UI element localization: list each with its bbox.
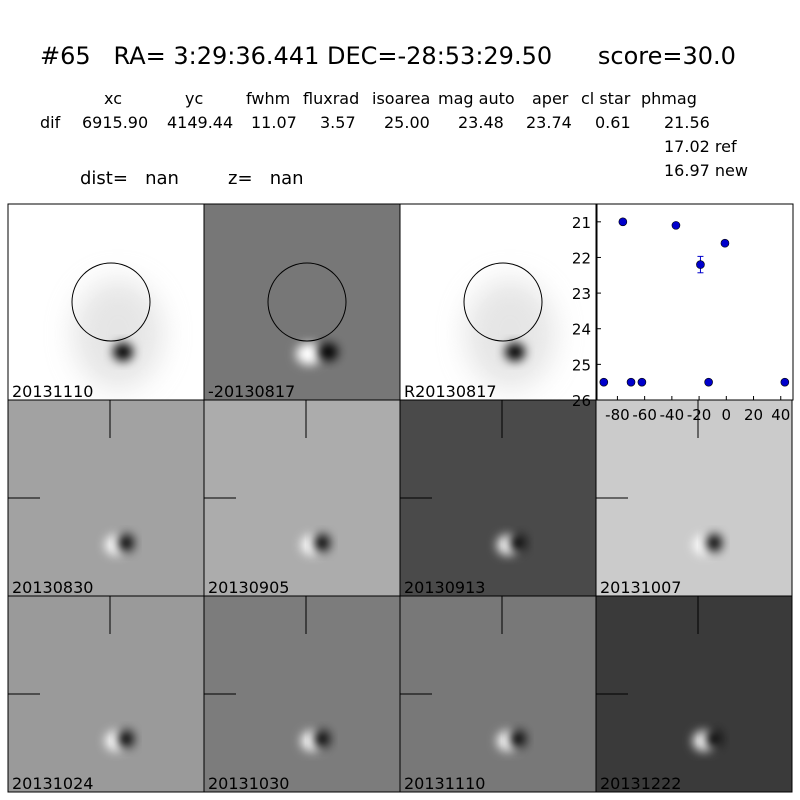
stamp-label: -20130817 [208,382,295,401]
stamp: 20130830 [7,399,205,597]
phmag-note: 17.02 ref [664,137,737,156]
stamp-image [203,203,401,401]
halo [73,279,163,389]
stamp: 20130913 [399,399,597,597]
aperture [267,262,347,342]
x-tick-label: 0 [722,406,732,424]
y-tick-label: 25 [572,356,591,374]
stamp-label: 20130905 [208,578,289,597]
cell: 25.00 [384,113,430,132]
column-header: aper [532,89,569,108]
cell: 0.61 [595,113,631,132]
column-header: fwhm [246,89,290,108]
dist: dist= nan [80,168,179,189]
stamp-image [7,595,205,793]
title: #65 RA= 3:29:36.441 DEC=-28:53:29.50 sco… [40,42,736,70]
plot-area [596,203,794,401]
column-header: fluxrad [303,89,359,108]
source [113,343,133,361]
residual-dark [706,534,722,552]
point [618,217,628,227]
column-header: phmag [641,89,697,108]
halo [465,279,555,389]
stamp-image [203,399,401,597]
row-label: dif [40,113,61,132]
stamp: 20130905 [203,399,401,597]
point [637,377,647,387]
stamp: 20131007 [595,399,793,597]
column-header: isoarea [372,89,430,108]
aperture [71,262,151,342]
x-tick-label: -20 [687,406,712,424]
column-header: xc [104,89,122,108]
cell: 23.48 [458,113,504,132]
stamp-label: 20131030 [208,774,289,793]
stamp-label: 20131110 [404,774,485,793]
stamp: 20131024 [7,595,205,793]
x-tick-label: -80 [605,406,630,424]
residual-dark [314,534,330,552]
stamp: 20131110 [399,595,597,793]
point [599,377,609,387]
stamp: -20130817 [203,203,401,401]
y-tick-label: 22 [572,249,591,267]
stamp-label: 20130913 [404,578,485,597]
cell: 21.56 [664,113,710,132]
stamp-image [203,595,401,793]
column-header: yc [185,89,203,108]
y-tick-label: 26 [572,392,591,410]
stamp-image [595,595,793,793]
stamp-label: 20130830 [12,578,93,597]
y-tick-label: 24 [572,321,591,339]
y-tick-label: 21 [572,214,591,232]
phmag-note: 16.97 new [664,161,748,180]
x-tick-label: 40 [771,406,790,424]
residual-bright [296,343,322,365]
y-tick-label: 23 [572,285,591,303]
redshift: z= nan [228,168,304,189]
x-tick-label: -60 [632,406,657,424]
stamp-label: 20131222 [600,774,681,793]
point [720,238,730,248]
stamp: 20131030 [203,595,401,793]
cell: 6915.90 [82,113,148,132]
cell: 23.74 [526,113,572,132]
column-header: cl star [581,89,631,108]
residual-dark [510,534,526,552]
stamp-label: 20131007 [600,578,681,597]
stamp-image [399,595,597,793]
cell: 4149.44 [167,113,233,132]
residual-dark [118,730,134,748]
residual-dark [706,730,722,748]
point [626,377,636,387]
point [780,377,790,387]
aperture [463,262,543,342]
stamp-label: 20131024 [12,774,93,793]
residual-dark [314,730,330,748]
cell: 3.57 [320,113,356,132]
residual-dark [510,730,526,748]
point [696,260,705,269]
x-tick-label: 20 [744,406,763,424]
residual-dark [118,534,134,552]
stamp: R20130817 [399,203,597,401]
stamp-label: R20130817 [404,382,497,401]
stamp: 20131222 [595,595,793,793]
source [505,343,525,361]
source [318,343,338,361]
point [671,221,681,230]
stamp-image [7,399,205,597]
stamp-label: 20131110 [12,382,93,401]
stamp-image [399,399,597,597]
stamp: 20131110 [7,203,205,401]
cell: 11.07 [251,113,297,132]
stamp-image [595,399,793,597]
column-header: mag auto [438,89,515,108]
x-tick-label: -40 [660,406,685,424]
point [704,377,713,387]
